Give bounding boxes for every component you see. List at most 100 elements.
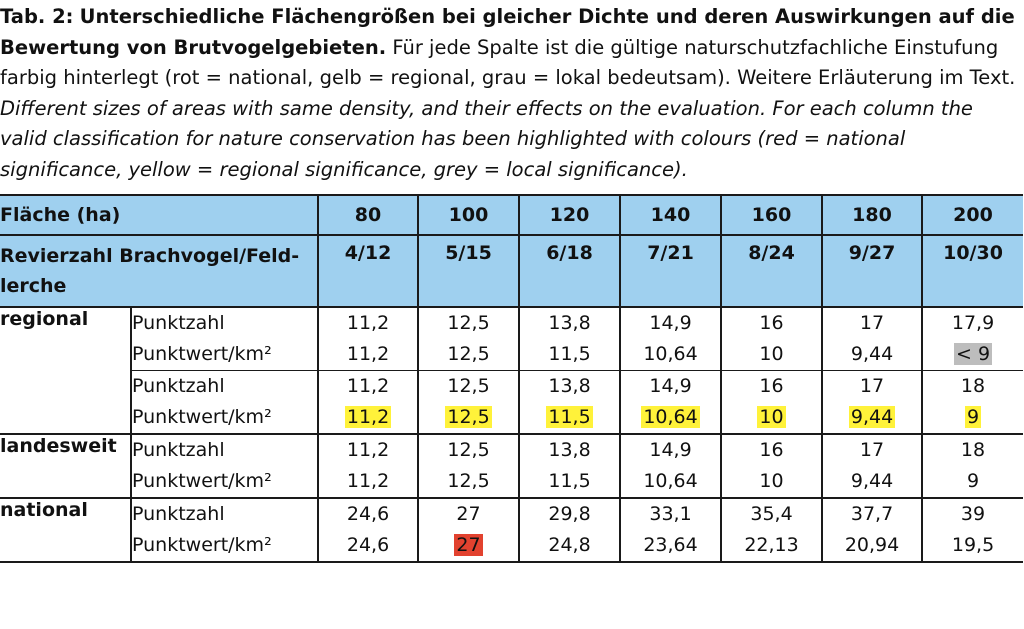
value-cell: 18 9 [921,370,1024,435]
punktwert-value: 22,13 [744,534,799,556]
label-punktzahl: Punktzahl [132,312,225,334]
header-area-cell: 120 [518,194,621,236]
value-cell: 27 27 [417,498,520,563]
punktwert-value: 10,64 [643,343,698,365]
table-row-landesweit: landesweit Punktzahl Punktwert/km² 11,2 1… [0,434,1024,499]
caption-german: Tab. 2: Unterschiedliche Flächengrößen b… [0,2,1024,94]
punktzahl-value: 39 [960,503,986,525]
highlight-local: < 9 [953,343,993,365]
header-territory-cell: 10/30 [921,234,1024,308]
value-cell: 16 10 [720,307,823,371]
highlight-regional: 10,64 [641,406,700,428]
caption-german-text: Für jede Spalte ist die gültige natursch… [0,35,1016,90]
header-territory-cell: 5/15 [417,234,520,308]
highlight-regional: 11,2 [344,406,392,428]
table-row-regional-1: regional Punktzahl Punktwert/km² 11,2 11,… [0,307,1024,435]
punktzahl-value: 18 [960,439,986,461]
header-territory-cell: 9/27 [821,234,923,308]
highlight-regional: 12,5 [445,406,492,428]
table-number: Tab. 2: [0,5,74,28]
caption-title: Unterschiedliche Flächengrößen bei gleic… [0,5,1015,59]
category-landesweit: landesweit [0,434,132,499]
punktzahl-value: 12,5 [447,439,490,461]
punktzahl-value: 16 [759,375,784,397]
header-row-territories: Revierzahl Brachvogel/Feld-lerche 4/12 5… [0,234,1024,308]
header-territory-cell: 8/24 [720,234,823,308]
punktzahl-value: 29,8 [548,503,591,525]
row-labels: Punktzahl Punktwert/km² [131,307,319,371]
punktwert-value: 24,6 [346,534,390,556]
value-cell: 11,2 11,2 [317,307,419,371]
value-cell: 16 10 [720,370,823,435]
punktzahl-value: 37,7 [850,503,894,525]
punktzahl-value: 27 [456,503,481,525]
punktwert-value: 24,8 [548,534,591,556]
row-labels: Punktzahl Punktwert/km² [131,498,319,563]
label-punktwert: Punktwert/km² [132,534,272,556]
punktzahl-value: 24,6 [346,503,390,525]
punktzahl-value: 12,5 [447,375,490,397]
header-area-cell: 100 [417,194,520,236]
punktzahl-value: 17 [859,439,885,461]
header-area-cell: 200 [921,194,1024,236]
punktwert-value: 10 [759,343,784,365]
value-cell: 33,1 23,64 [619,498,722,563]
punktwert-value: 9 [966,470,980,492]
punktzahl-value: 11,2 [346,312,390,334]
label-punktzahl: Punktzahl [132,375,225,397]
label-punktzahl: Punktzahl [132,503,225,525]
punktzahl-value: 18 [960,375,986,397]
table-row-national: national Punktzahl Punktwert/km² 24,6 24,… [0,498,1024,563]
highlight-national: 27 [454,534,483,556]
value-cell: 16 10 [720,434,823,499]
header-territory-label: Revierzahl Brachvogel/Feld-lerche [0,234,319,308]
value-cell: 14,9 10,64 [619,307,722,371]
punktwert-value: 11,2 [346,343,390,365]
table-row-regional-2: Punktzahl Punktwert/km² 11,2 11,2 12,5 12,… [0,370,1024,435]
punktwert-value: 12,5 [447,343,490,365]
punktzahl-value: 16 [759,312,784,334]
punktzahl-value: 16 [759,439,784,461]
punktzahl-value: 14,9 [649,312,692,334]
label-punktwert: Punktwert/km² [132,406,272,428]
value-cell: 29,8 24,8 [518,498,621,563]
value-cell: 39 19,5 [921,498,1024,563]
value-cell: 13,8 11,5 [518,307,621,371]
highlight-regional: 11,5 [546,406,593,428]
header-territory-cell: 6/18 [518,234,621,308]
label-punktwert: Punktwert/km² [132,343,272,365]
value-cell: 24,6 24,6 [317,498,419,563]
category-national: national [0,498,132,563]
table-caption: Tab. 2: Unterschiedliche Flächengrößen b… [0,2,1024,185]
punktwert-value: 12,5 [447,470,490,492]
value-cell: 13,8 11,5 [518,370,621,435]
highlight-regional: 9 [964,406,982,428]
punktwert-value: 11,5 [548,470,591,492]
punktzahl-value: 33,1 [649,503,692,525]
punktwert-value: 9,44 [850,343,894,365]
punktwert-value: 10 [759,470,784,492]
row-labels: Punktzahl Punktwert/km² [131,370,319,435]
value-cell: 37,7 20,94 [821,498,923,563]
value-cell: 11,2 11,2 [317,434,419,499]
value-cell: 14,9 10,64 [619,434,722,499]
value-cell: 13,8 11,5 [518,434,621,499]
header-area-cell: 140 [619,194,722,236]
category-regional: regional [0,307,132,435]
header-territory-cell: 7/21 [619,234,722,308]
value-cell: 18 9 [921,434,1024,499]
header-area-cell: 180 [821,194,923,236]
label-punktzahl: Punktzahl [132,439,225,461]
label-punktwert: Punktwert/km² [132,470,272,492]
punktzahl-value: 14,9 [649,375,692,397]
header-row-area: Fläche (ha) 80 100 120 140 160 180 200 [0,194,1024,236]
value-cell: 17 9,44 [821,307,923,371]
punktzahl-value: 13,8 [548,312,591,334]
header-area-cell: 80 [317,194,419,236]
punktwert-value: 10,64 [643,470,698,492]
punktzahl-value: 17 [859,375,885,397]
punktwert-value: 19,5 [951,534,995,556]
highlight-regional: 10 [757,406,786,428]
punktzahl-value: 13,8 [548,375,591,397]
header-area-cell: 160 [720,194,823,236]
